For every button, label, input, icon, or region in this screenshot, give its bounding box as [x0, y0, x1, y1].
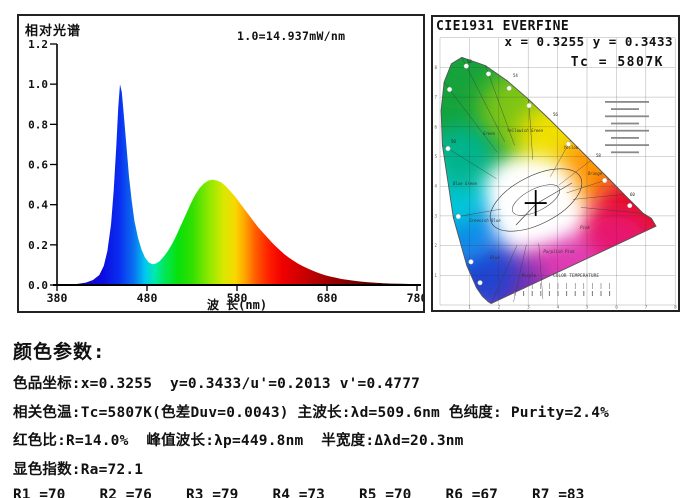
cri-values-row-1: R1 =70 R2 =76 R3 =79 R4 =73 R5 =70 R6 =67 R7 =… — [13, 487, 682, 498]
cie-tc-value: Tc = 5807K — [570, 55, 664, 70]
svg-text:2: 2 — [435, 243, 438, 248]
params-title: 颜色参数: — [13, 341, 106, 363]
cri-value: R1 =70 — [13, 486, 66, 498]
svg-text:52: 52 — [467, 59, 472, 64]
spectrum-y-tick: 1.2 — [28, 38, 48, 51]
cie-region-label: Pink — [580, 225, 590, 230]
cie-xy-value: x = 0.3255 y = 0.3433 — [504, 34, 673, 49]
cie-region-label: Purplish Pink — [543, 249, 575, 254]
cri-value: R7 =83 — [532, 486, 585, 498]
spectrum-x-axis-label: 波 长(nm) — [207, 297, 267, 311]
svg-text:3: 3 — [435, 213, 438, 218]
chromaticity-line: 色品坐标:x=0.3255 y=0.3433/u'=0.2013 v'=0.47… — [13, 376, 421, 392]
spectrum-y-tick: 0.8 — [28, 118, 48, 131]
spectrum-title: 相对光谱 — [25, 24, 82, 39]
svg-text:4: 4 — [435, 184, 438, 189]
cri-value: R3 =79 — [186, 486, 239, 498]
cri-value: R2 =76 — [99, 486, 152, 498]
cie-region-label: Blue Green — [453, 181, 478, 186]
cie-region-label: Purple — [522, 273, 537, 278]
spectrum-x-tick: 380 — [47, 291, 68, 305]
spectrum-chart: 0.0 0.2 0.4 0.6 0.8 1.0 1.2 380 480 580 680 780 波 长(… — [28, 38, 423, 311]
spectrum-x-tick: 480 — [137, 291, 158, 305]
svg-text:7: 7 — [645, 305, 648, 310]
svg-text:8: 8 — [435, 65, 438, 70]
svg-text:3: 3 — [527, 305, 530, 310]
cie-region-label: Green — [483, 131, 496, 136]
spectrum-y-tick: 0.0 — [28, 279, 48, 292]
cie-region-boundaries — [442, 57, 644, 304]
spectrum-y-tick: 0.6 — [28, 159, 48, 172]
spectrum-panel: 0.0 0.2 0.4 0.6 0.8 1.0 1.2 380 480 580 680 780 波 长(… — [17, 14, 425, 313]
cie-spectral-locus — [440, 56, 657, 305]
cie-region-label: Yellow — [564, 145, 579, 150]
cie-region-label: Orange — [588, 171, 603, 176]
svg-text:6: 6 — [615, 305, 618, 310]
svg-text:56: 56 — [553, 112, 558, 117]
cie-title: CIE1931 EVERFINE — [436, 19, 574, 34]
cri-value: R5 =70 — [359, 486, 412, 498]
spectrum-area — [57, 84, 417, 285]
cie-region-label: Blue — [490, 255, 500, 260]
svg-text:2: 2 — [498, 305, 501, 310]
spectrum-x-tick: 580 — [227, 291, 248, 305]
svg-text:54: 54 — [513, 73, 518, 78]
svg-text:58: 58 — [596, 153, 601, 158]
cri-line: 显色指数:Ra=72.1 — [13, 461, 144, 478]
svg-text:5: 5 — [435, 154, 438, 159]
svg-text:50: 50 — [451, 139, 456, 144]
cie-panel: 1 1 2 2 3 3 4 4 5 5 6 6 7 7 8 8 COLOR TEMPERATURE Green Bl… — [431, 15, 680, 312]
cie-reference-list — [605, 101, 649, 154]
cct-line: 相关色温:Tc=5807K(色差Duv=0.0043) 主波长:λd=509.6… — [13, 404, 610, 421]
cie-cct-scale — [514, 283, 611, 296]
cie-region-label: Yellowish Green — [507, 128, 544, 133]
cie-region-label: Greenish Blue — [469, 218, 501, 223]
svg-text:7: 7 — [435, 95, 438, 100]
red-ratio-line: 红色比:R=14.0% 峰值波长:λp=449.8nm 半宽度:Δλd=20.3… — [13, 433, 464, 449]
svg-text:4: 4 — [557, 305, 560, 310]
spectrum-y-tick: 0.2 — [28, 239, 48, 252]
svg-text:6: 6 — [435, 124, 438, 129]
spectrum-scale-note: 1.0=14.937mW/nm — [237, 29, 346, 43]
svg-text:5: 5 — [586, 305, 589, 310]
svg-text:1: 1 — [435, 273, 438, 278]
cri-value: R4 =73 — [272, 486, 325, 498]
spectrum-y-tick: 0.4 — [28, 199, 48, 212]
svg-text:8: 8 — [674, 305, 677, 310]
svg-text:60: 60 — [630, 192, 635, 197]
color-params-section: 颜色参数: 色品坐标:x=0.3255 y=0.3433/u'=0.2013 v… — [13, 337, 682, 498]
cri-value: R6 =67 — [445, 486, 498, 498]
cie-wavelength-dots — [445, 63, 633, 286]
spectrum-y-tick: 1.0 — [28, 78, 48, 91]
cie-measurement-point — [524, 190, 547, 217]
spectrum-x-tick: 680 — [317, 291, 338, 305]
spectrum-x-tick: 780 — [407, 291, 423, 305]
svg-text:1: 1 — [468, 305, 471, 310]
cie-cct-label: COLOR TEMPERATURE — [553, 273, 599, 279]
